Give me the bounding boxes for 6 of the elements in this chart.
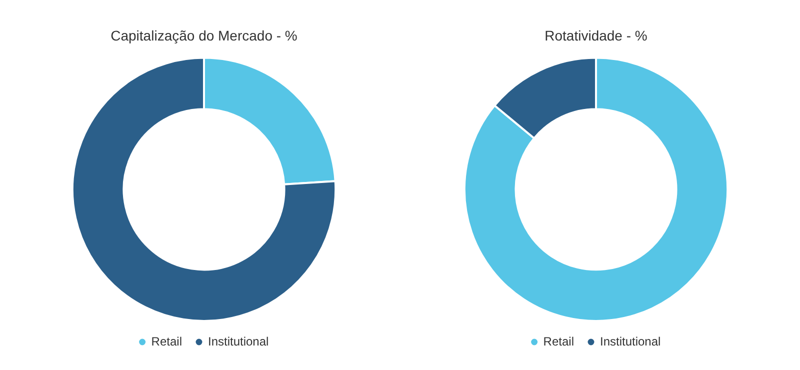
legend-label: Retail (543, 334, 574, 348)
chart-title: Rotatividade - % (544, 27, 648, 44)
legend-label: Retail (151, 334, 182, 348)
legend-label: Institutional (600, 334, 661, 348)
chart-title: Capitalização do Mercado - % (110, 27, 298, 44)
legend-label: Institutional (208, 334, 269, 348)
